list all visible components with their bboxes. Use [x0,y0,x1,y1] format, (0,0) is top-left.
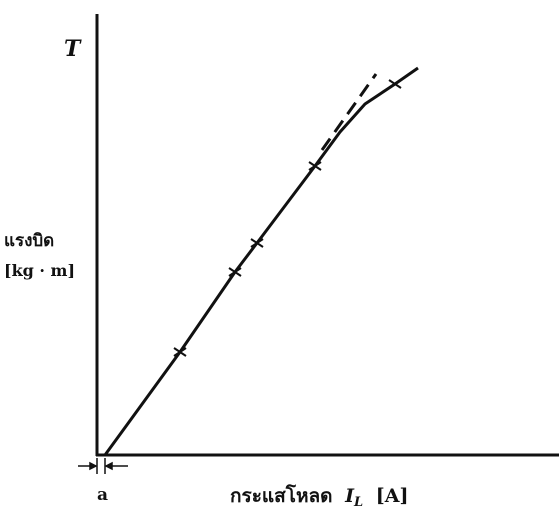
x-axis-unit: [A] [376,485,409,507]
y-axis-symbol: T [64,36,82,62]
x-axis-label: กระแสโหลด IL [A] [230,484,408,511]
x-axis-subscript: L [353,495,363,510]
figure: T แรงบิด [kg · m] a กระแสโหลด IL [A] [0,0,559,515]
offset-label: a [97,485,108,505]
y-axis-unit: [kg · m] [4,261,75,280]
y-axis-name: แรงบิด [4,231,54,251]
x-axis-name: กระแสโหลด [230,484,332,507]
background [0,0,559,515]
